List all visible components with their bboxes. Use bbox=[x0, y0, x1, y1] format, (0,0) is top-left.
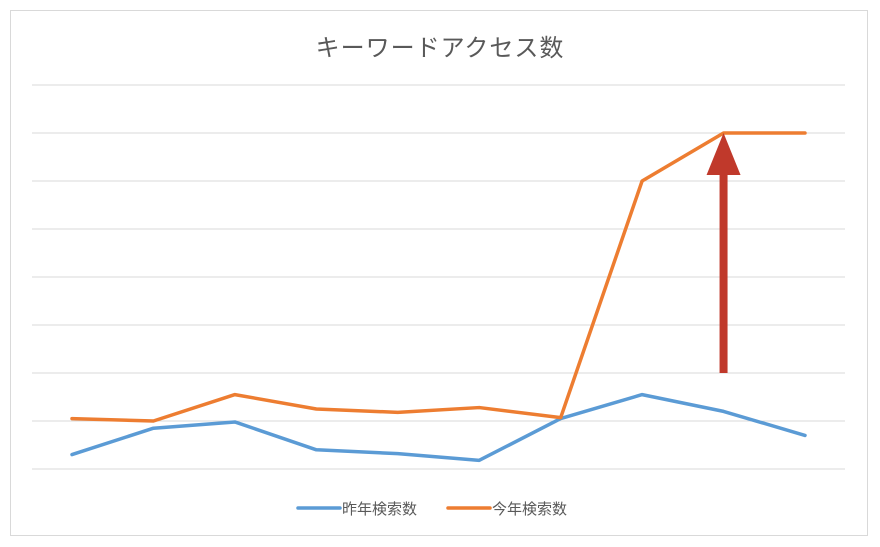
chart-title: キーワードアクセス数 bbox=[315, 34, 565, 62]
gridlines bbox=[32, 84, 845, 470]
legend-label-1: 昨年検索数 bbox=[342, 500, 417, 518]
series-line-2 bbox=[70, 131, 807, 423]
legend: 昨年検索数 今年検索数 bbox=[296, 500, 567, 518]
series-lines bbox=[70, 131, 807, 463]
annotation-layer bbox=[706, 133, 741, 373]
arrow-head bbox=[706, 133, 741, 175]
series-line-1 bbox=[70, 392, 807, 463]
legend-label-2: 今年検索数 bbox=[492, 500, 567, 518]
